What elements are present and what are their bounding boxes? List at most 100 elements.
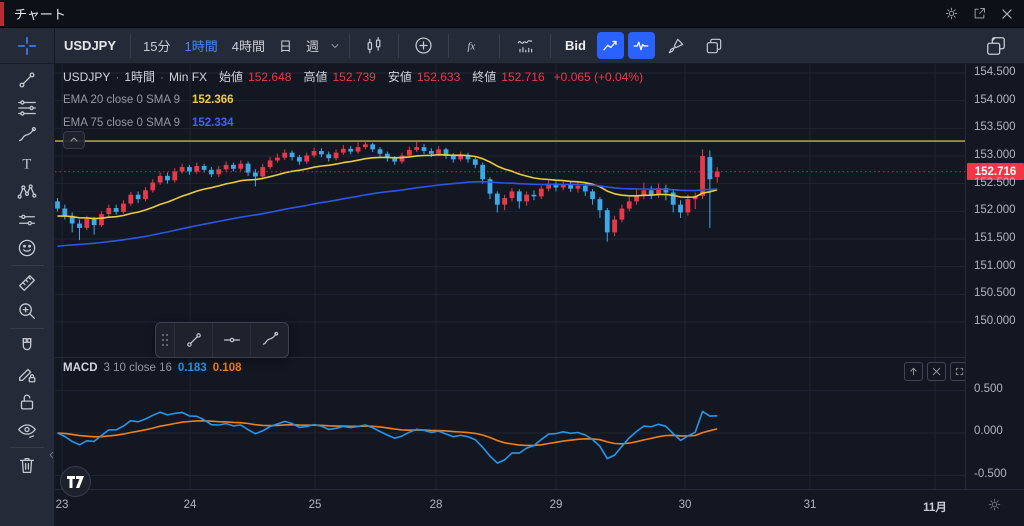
drag-handle-icon[interactable]	[156, 323, 174, 357]
symbol-legend-row[interactable]: USDJPY · 1時間 · Min FX 始値 152.648 高値 152.…	[63, 69, 644, 85]
toolbar-separator	[130, 33, 132, 58]
current-price-badge: 152.716	[967, 163, 1024, 181]
indicators-fx-icon[interactable]: fx	[454, 32, 494, 60]
ema20-legend-row[interactable]: EMA 20 close 0 SMA 9 152.366	[63, 90, 643, 109]
low-value: 152.633	[416, 69, 461, 84]
ema75-line	[57, 180, 718, 248]
chevron-down-icon[interactable]	[326, 32, 344, 60]
time-axis-label: 28	[429, 499, 443, 511]
sidebar-collapse-handle[interactable]	[46, 440, 56, 470]
macd-params: 3 10 close 16	[103, 362, 172, 374]
line-chart-toggle[interactable]	[596, 32, 624, 59]
macd-pane[interactable]	[55, 357, 965, 489]
change-value: +0.065 (+0.04%)	[553, 69, 644, 84]
toolbar-separator	[398, 33, 399, 58]
bid-button[interactable]: Bid	[565, 38, 586, 53]
drawing-toolbar: T	[0, 64, 55, 526]
price-chart-pane[interactable]	[55, 64, 965, 357]
close-value: 152.716	[501, 69, 545, 84]
time-axis-label: 11月	[923, 502, 947, 514]
text-icon[interactable]: T	[8, 150, 46, 178]
time-axis-label: 23	[55, 499, 69, 511]
ruler-icon[interactable]	[8, 269, 46, 297]
trend-line-icon[interactable]	[174, 323, 212, 357]
emoji-icon[interactable]	[8, 234, 46, 262]
time-axis-label: 31	[803, 499, 817, 511]
titlebar-accent	[0, 1, 4, 26]
lock-all-icon[interactable]	[8, 388, 46, 416]
time-axis-label: 29	[549, 499, 563, 511]
collapse-legend-button[interactable]	[63, 131, 85, 149]
open-value: 152.648	[248, 69, 292, 84]
remove-drawings-icon[interactable]	[8, 451, 46, 479]
tradingview-logo[interactable]	[60, 466, 91, 497]
candles-style-icon[interactable]	[355, 32, 393, 60]
time-axis[interactable]: 23 24 25 28 29 30 31 11月	[55, 489, 1024, 526]
macd-line	[57, 410, 718, 464]
ema20-line	[57, 153, 718, 220]
symbol-button[interactable]: USDJPY	[55, 32, 125, 60]
timeframe-week[interactable]: 週	[305, 39, 319, 54]
hide-drawings-icon[interactable]	[8, 416, 46, 444]
fib-retracement-icon[interactable]	[8, 94, 46, 122]
open-popup-icon[interactable]	[972, 6, 987, 21]
xabcd-pattern-icon[interactable]	[8, 178, 46, 206]
legend-symbol: USDJPY	[63, 69, 111, 84]
macd-pane-buttons	[904, 362, 969, 381]
compare-plus-icon[interactable]	[404, 32, 443, 60]
macd-axis-label: 0.500	[974, 382, 1003, 395]
window-titlebar: チャート	[0, 0, 1024, 28]
chart-legend: USDJPY · 1時間 · Min FX 始値 152.648 高値 152.…	[63, 67, 643, 132]
crosshair-tool[interactable]	[0, 27, 55, 64]
price-axis-label: 151.000	[974, 259, 1016, 272]
indicator-template-icon[interactable]	[505, 32, 545, 60]
chart-toolbar: USDJPY 15分 1時間 4時間 日 週 fx Bid	[0, 27, 1024, 64]
sidebar-divider	[10, 328, 44, 329]
timeframe-15m[interactable]: 15分	[143, 39, 171, 54]
timeframe-1h[interactable]: 1時間	[184, 39, 218, 54]
price-axis[interactable]: 152.716 154.500 154.000 153.500 153.000 152.…	[965, 64, 1024, 489]
magnet-icon[interactable]	[8, 332, 46, 360]
macd-value: 0.183	[177, 362, 207, 374]
svg-text:T: T	[22, 157, 31, 173]
timeframe-4h[interactable]: 4時間	[231, 39, 265, 54]
toolbar-separator	[499, 33, 500, 58]
high-label: 高値	[303, 70, 328, 84]
time-axis-label: 25	[308, 499, 322, 511]
floating-drawing-toolbar	[155, 322, 289, 358]
long-position-icon[interactable]	[8, 206, 46, 234]
macd-signal-line	[57, 419, 718, 447]
zoom-in-icon[interactable]	[8, 297, 46, 325]
window-title: チャート	[14, 7, 66, 22]
window-layout-icon[interactable]	[976, 32, 1016, 60]
brush-icon[interactable]	[250, 323, 288, 357]
close-icon[interactable]	[1000, 7, 1014, 21]
open-label: 始値	[219, 70, 244, 84]
close-pane-icon[interactable]	[927, 362, 946, 381]
toolbar-separator	[550, 33, 551, 58]
settings-icon[interactable]	[944, 6, 959, 21]
pulse-toggle[interactable]	[627, 32, 655, 59]
close-label: 終値	[472, 70, 497, 84]
price-axis-label: 152.000	[974, 204, 1016, 217]
brush-icon[interactable]	[8, 122, 46, 150]
move-pane-up-icon[interactable]	[904, 362, 923, 381]
legend-interval: 1時間	[124, 70, 156, 84]
trend-line-icon[interactable]	[8, 66, 46, 94]
toolbar-separator	[448, 33, 449, 58]
copy-icon[interactable]	[695, 32, 733, 60]
timescale-settings-icon[interactable]	[987, 497, 1002, 512]
ema75-label: EMA 75 close 0 SMA 9	[63, 116, 180, 129]
price-axis-label: 154.500	[974, 66, 1016, 78]
svg-text:fx: fx	[467, 40, 475, 52]
horizontal-line-icon[interactable]	[212, 323, 250, 357]
macd-axis-label: -0.500	[974, 467, 1007, 480]
time-axis-label: 30	[678, 499, 692, 511]
ema75-legend-row[interactable]: EMA 75 close 0 SMA 9 152.334	[63, 113, 643, 132]
paintbrush-icon[interactable]	[657, 32, 695, 60]
high-value: 152.739	[332, 69, 376, 84]
macd-legend-row[interactable]: MACD 3 10 close 16 0.183 0.108	[63, 362, 241, 374]
timeframe-day[interactable]: 日	[278, 39, 292, 54]
drawing-lock-icon[interactable]	[8, 360, 46, 388]
candles	[55, 141, 720, 242]
